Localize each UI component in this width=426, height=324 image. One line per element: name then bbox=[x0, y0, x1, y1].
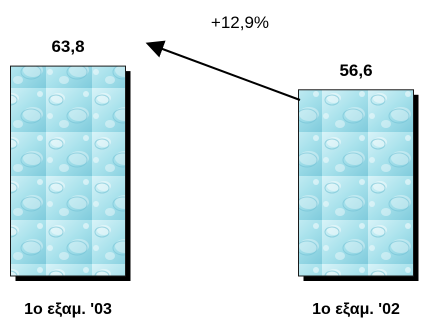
data-label: 56,6 bbox=[339, 61, 372, 80]
bar bbox=[298, 89, 414, 277]
growth-annotation: +12,9% bbox=[211, 13, 269, 32]
data-label: 63,8 bbox=[51, 37, 84, 56]
category-label: 1ο εξαμ. '03 bbox=[24, 301, 112, 318]
growth-arrow bbox=[145, 40, 301, 101]
bar bbox=[10, 65, 126, 277]
category-label: 1ο εξαμ. '02 bbox=[312, 301, 400, 318]
bars-group: 63,8 1ο εξαμ. '03 56,6 1ο εξαμ. '02 bbox=[10, 37, 419, 318]
